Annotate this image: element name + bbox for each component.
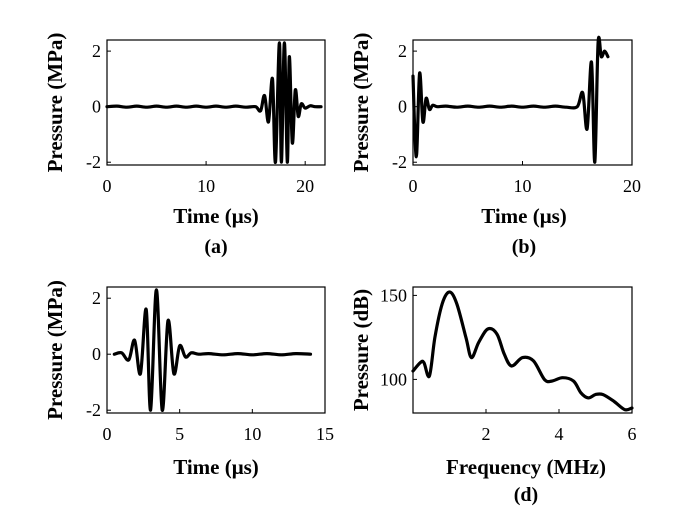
x-tick-label: 4 bbox=[555, 424, 564, 444]
y-axis-label: Pressure (MPa) bbox=[43, 280, 67, 420]
x-tick-label: 15 bbox=[316, 424, 334, 444]
x-axis-label: Time (μs) bbox=[173, 204, 259, 228]
x-tick-label: 10 bbox=[243, 424, 261, 444]
y-axis-label: Pressure (MPa) bbox=[43, 33, 67, 173]
x-axis-label: Time (μs) bbox=[481, 204, 567, 228]
x-tick-label: 10 bbox=[514, 176, 532, 196]
panel-caption: (b) bbox=[512, 236, 536, 258]
y-tick-label: -2 bbox=[392, 152, 407, 172]
x-axis-label: Frequency (MHz) bbox=[446, 455, 606, 479]
y-tick-label: 0 bbox=[398, 97, 407, 117]
panel-caption: (d) bbox=[514, 484, 538, 506]
x-tick-label: 6 bbox=[628, 424, 637, 444]
y-tick-label: 2 bbox=[92, 41, 101, 61]
x-tick-label: 20 bbox=[623, 176, 641, 196]
series-line bbox=[411, 290, 634, 412]
plot-frame bbox=[106, 286, 326, 414]
x-tick-label: 0 bbox=[103, 424, 112, 444]
y-tick-label: 100 bbox=[380, 369, 407, 389]
x-axis-label: Time (μs) bbox=[173, 455, 259, 479]
plot-frame bbox=[412, 286, 633, 414]
x-tick-label: 5 bbox=[175, 424, 184, 444]
x-tick-label: 20 bbox=[296, 176, 314, 196]
x-tick-label: 0 bbox=[409, 176, 418, 196]
y-axis-label: Pressure (MPa) bbox=[349, 33, 373, 173]
y-tick-label: -2 bbox=[86, 152, 101, 172]
y-tick-label: 150 bbox=[380, 285, 407, 305]
y-tick-label: -2 bbox=[86, 400, 101, 420]
x-tick-label: 10 bbox=[197, 176, 215, 196]
panel-caption: (a) bbox=[204, 236, 227, 258]
y-axis-label: Pressure (dB) bbox=[349, 289, 373, 411]
panel-d: 2 4 6 150 100 Frequency (MHz) Pressure (dB) (d) bbox=[349, 285, 637, 506]
y-tick-label: 0 bbox=[92, 344, 101, 364]
x-tick-label: 2 bbox=[482, 424, 491, 444]
y-tick-label: 2 bbox=[398, 41, 407, 61]
series-line bbox=[112, 288, 313, 412]
series-line bbox=[105, 41, 323, 164]
y-tick-label: 2 bbox=[92, 288, 101, 308]
y-tick-label: 0 bbox=[92, 97, 101, 117]
plot-frame bbox=[106, 39, 326, 166]
x-tick-label: 0 bbox=[103, 176, 112, 196]
plot-frame bbox=[412, 39, 633, 166]
series-line bbox=[411, 35, 610, 164]
